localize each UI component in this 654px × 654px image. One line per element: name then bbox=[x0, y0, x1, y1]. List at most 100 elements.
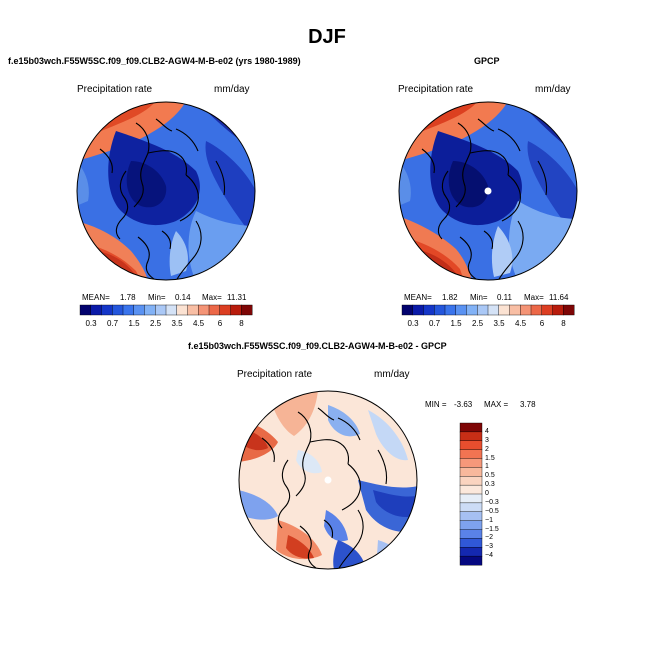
panel-2-colorbar-cell bbox=[455, 304, 467, 316]
panel-3-min: -3.63 bbox=[454, 400, 473, 409]
panel-3-max-label: MAX = bbox=[484, 400, 509, 409]
panel-1-variable: Precipitation rate bbox=[77, 84, 153, 95]
panel-1-units: mm/day bbox=[214, 84, 250, 95]
panel-1-colorbar-tick-label: 8 bbox=[239, 319, 244, 328]
panel-2-colorbar-cell bbox=[412, 304, 424, 316]
panel-1-colorbar-cell bbox=[165, 304, 178, 316]
panel-3-polar-map bbox=[238, 390, 418, 570]
panel-2-mean-label: MEAN= bbox=[404, 293, 432, 302]
panel-1-colorbar-cell bbox=[90, 304, 102, 316]
panel-3-colorbar-tick-label: −0.3 bbox=[485, 498, 499, 506]
panel-3-colorbar-cell bbox=[459, 555, 483, 566]
panel-1-colorbar-tick-label: 0.3 bbox=[85, 319, 97, 328]
panel-1-colorbar-cell bbox=[155, 304, 167, 316]
panel-2-colorbar-tick-label: 8 bbox=[561, 319, 566, 328]
panel-1-colorbar-cell bbox=[198, 304, 210, 316]
panel-1-max-label: Max= bbox=[202, 293, 222, 302]
panel-1-colorbar-cell bbox=[133, 304, 145, 316]
panel-1-colorbar-cell bbox=[122, 304, 135, 316]
panel-3-colorbar-tick-label: −4 bbox=[485, 552, 493, 560]
panel-3-colorbar-tick-label: 0 bbox=[485, 490, 489, 497]
panel-3-title: f.e15b03wch.F55W5SC.f09_f09.CLB2-AGW4-M-… bbox=[188, 341, 447, 351]
panel-1-title: f.e15b03wch.F55W5SC.f09_f09.CLB2-AGW4-M-… bbox=[8, 56, 301, 66]
panel-1-colorbar-tick-label: 4.5 bbox=[192, 319, 205, 328]
panel-3-colorbar-cell bbox=[459, 529, 483, 539]
panel-2-units: mm/day bbox=[535, 84, 571, 95]
panel-2-colorbar-cell bbox=[487, 304, 500, 316]
panel-2-colorbar-tick-label: 4.5 bbox=[514, 319, 527, 328]
panel-1-polar-map bbox=[76, 101, 256, 281]
panel-3-colorbar-cell bbox=[459, 520, 483, 530]
panel-2-colorbar-cell bbox=[541, 304, 553, 316]
panel-1-colorbar-cell bbox=[112, 304, 124, 316]
panel-2-polar-map bbox=[398, 101, 578, 281]
panel-1-colorbar-tick-label: 3.5 bbox=[171, 319, 183, 328]
panel-1-colorbar-tick-label: 2.5 bbox=[149, 319, 162, 328]
panel-2-max-label: Max= bbox=[524, 293, 544, 302]
panel-3-colorbar-cell bbox=[459, 431, 483, 442]
panel-2-colorbar-tick-label: 1.5 bbox=[450, 319, 462, 328]
panel-2-colorbar-cell bbox=[530, 304, 543, 316]
panel-3-colorbar-tick-label: 1.5 bbox=[485, 454, 495, 462]
panel-2-colorbar-cell bbox=[434, 304, 446, 316]
panel-3-colorbar-cell bbox=[459, 493, 483, 504]
panel-2-mean: 1.82 bbox=[442, 293, 458, 302]
panel-1-colorbar-cell bbox=[101, 304, 113, 316]
panel-2-colorbar-cell bbox=[552, 304, 564, 316]
panel-1-colorbar-tick-label: 0.7 bbox=[106, 319, 119, 328]
panel-1-colorbar bbox=[79, 304, 253, 316]
panel-3-colorbar-cell bbox=[459, 538, 483, 548]
panel-2-variable: Precipitation rate bbox=[398, 84, 474, 95]
panel-1-min-label: Min= bbox=[148, 293, 166, 302]
panel-3-colorbar-cell bbox=[459, 502, 483, 513]
panel-2-colorbar-cell bbox=[401, 304, 414, 316]
panel-1-colorbar-cell bbox=[79, 304, 92, 316]
panel-1-colorbar-cell bbox=[219, 304, 231, 316]
panel-2-colorbar-cell bbox=[444, 304, 457, 316]
panel-3-colorbar-cell bbox=[459, 440, 483, 451]
panel-1-colorbar-cell bbox=[187, 304, 199, 316]
panel-2-colorbar-tick-label: 0.7 bbox=[428, 319, 441, 328]
panel-1-min: 0.14 bbox=[175, 293, 191, 302]
panel-1-colorbar-cell bbox=[230, 304, 242, 316]
panel-3-colorbar-cell bbox=[459, 449, 483, 459]
panel-2-colorbar-tick-label: 6 bbox=[539, 319, 545, 328]
panel-3-units: mm/day bbox=[374, 369, 410, 380]
panel-3-colorbar-cell bbox=[459, 476, 483, 486]
panel-3-colorbar-cell bbox=[459, 422, 483, 433]
panel-3-max: 3.78 bbox=[520, 400, 536, 409]
panel-2-colorbar-cell bbox=[563, 304, 575, 316]
panel-3-colorbar-tick-label: −0.5 bbox=[485, 507, 499, 515]
panel-3-colorbar-tick-label: 0.5 bbox=[485, 472, 495, 480]
panel-2-title: GPCP bbox=[474, 56, 500, 66]
panel-2-colorbar-tick-label: 0.3 bbox=[407, 319, 419, 328]
panel-1-mean-label: MEAN= bbox=[82, 293, 110, 302]
panel-1-colorbar-tick-label: 6 bbox=[217, 319, 223, 328]
panel-2-colorbar-tick-label: 2.5 bbox=[471, 319, 484, 328]
panel-3-colorbar-cell bbox=[459, 511, 483, 522]
panel-3-variable: Precipitation rate bbox=[237, 369, 313, 380]
panel-3-colorbar-tick-label: 4 bbox=[485, 427, 489, 435]
panel-3-colorbar-tick-label: 3 bbox=[485, 436, 489, 444]
panel-3-colorbar-tick-label: 1 bbox=[485, 463, 489, 471]
panel-3-colorbar-cell bbox=[459, 484, 483, 495]
panel-1-mean: 1.78 bbox=[120, 293, 136, 302]
panel-2-colorbar-cell bbox=[423, 304, 435, 316]
panel-2-colorbar-cell bbox=[520, 304, 532, 316]
panel-2-max: 11.64 bbox=[549, 293, 569, 302]
panel-3-colorbar-cell bbox=[459, 547, 483, 557]
panel-2-colorbar-cell bbox=[466, 304, 478, 316]
panel-2-colorbar-tick-label: 3.5 bbox=[493, 319, 505, 328]
panel-3-min-label: MIN = bbox=[425, 400, 447, 409]
panel-1-max: 11.31 bbox=[227, 293, 247, 302]
panel-1-colorbar-tick-label: 1.5 bbox=[128, 319, 140, 328]
panel-2-colorbar-cell bbox=[477, 304, 489, 316]
panel-2-min-label: Min= bbox=[470, 293, 488, 302]
panel-1-colorbar-cell bbox=[241, 304, 253, 316]
panel-2-min: 0.11 bbox=[497, 293, 512, 302]
panel-3-colorbar-cell bbox=[459, 458, 483, 468]
panel-3-colorbar-tick-label: −1.5 bbox=[485, 525, 499, 533]
panel-3-colorbar-tick-label: 0.3 bbox=[485, 481, 495, 489]
pole-hole-marker bbox=[324, 476, 332, 484]
